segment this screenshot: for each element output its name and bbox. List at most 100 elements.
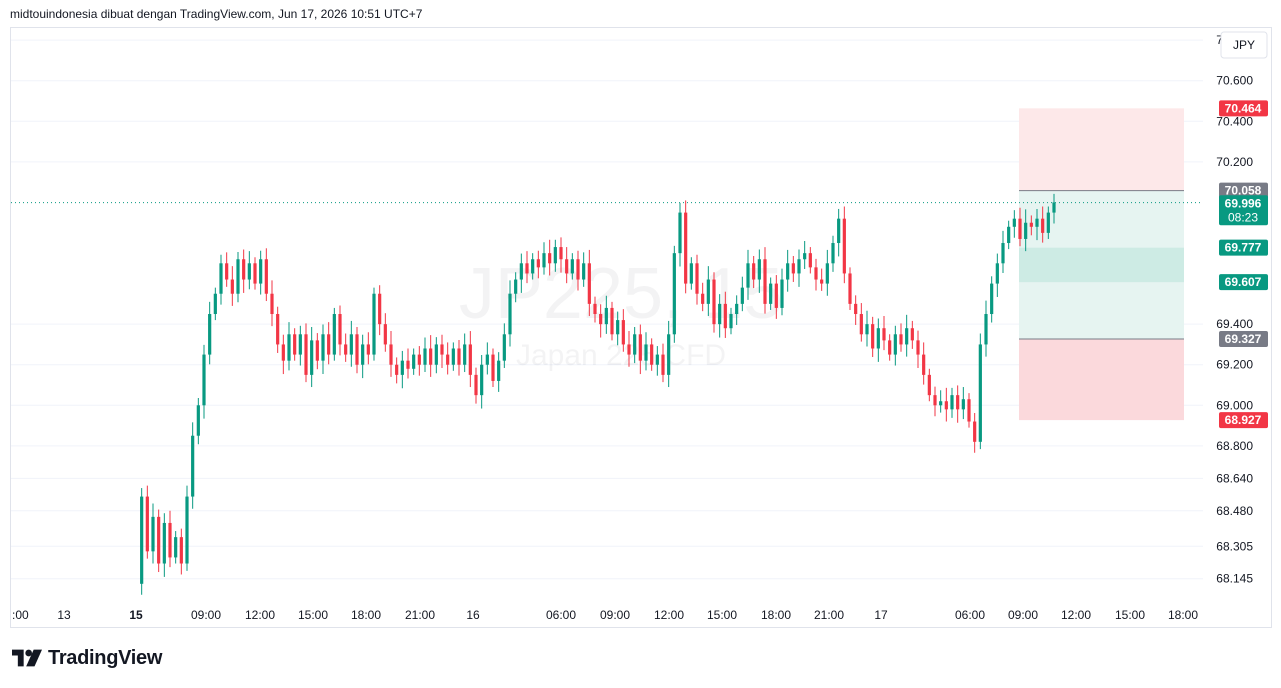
candle-body [944,401,948,410]
candle-body [264,259,268,294]
y-tick-label: 69.200 [1216,358,1253,372]
tradingview-footer: TradingView [12,647,162,669]
candle-body [655,354,659,365]
target3-price-label: 69.327 [1225,332,1262,346]
y-tick-label: 68.640 [1216,471,1253,485]
x-tick-label: 21:00 [814,608,844,622]
x-tick-label: 16 [466,608,480,622]
candle-body [684,212,688,284]
candle-body [1035,218,1039,227]
candle-body [536,259,540,268]
candle-body [990,283,994,315]
candle-body [344,344,348,355]
candle-body [451,348,455,365]
target-far-price-label: 68.927 [1225,413,1262,427]
candle-body [633,334,637,355]
candle-body [491,354,495,381]
last-price-label: 69.996 [1225,196,1262,210]
candle-body [196,405,200,436]
y-tick-label: 69.000 [1216,398,1253,412]
candle-body [905,328,909,345]
candle-body [179,537,183,564]
x-tick-label: 09:00 [600,608,630,622]
candle-body [786,263,790,280]
candle-body [446,354,450,365]
candle-body [939,401,943,406]
candle-body [769,283,773,304]
candle-body [893,334,897,355]
tradingview-logo-icon [12,649,42,667]
candle-body [191,435,195,497]
stop-price-label: 70.464 [1225,101,1262,115]
x-tick-label: 17 [874,608,888,622]
candle-body [247,263,251,280]
candle-body [922,354,926,375]
candle-body [355,334,359,365]
target1-price-label: 69.777 [1225,241,1262,255]
candle-body [610,307,614,335]
candle-body [151,516,155,552]
stop-price-tag [1219,100,1268,117]
candle-body [604,307,608,325]
candle-body [253,263,257,284]
candle-body [752,263,756,280]
candle-body [967,399,971,422]
x-tick-label: 15:00 [298,608,328,622]
y-tick-label: 69.400 [1216,317,1253,331]
candle-body [457,348,461,365]
candle-body [531,259,535,274]
x-tick-label: 12:00 [654,608,684,622]
chart-header: midtouindonesia dibuat dengan TradingVie… [10,7,423,21]
candle-body [332,314,336,355]
y-tick-label: 68.145 [1216,572,1253,586]
y-tick-label: 70.600 [1216,74,1253,88]
candle-body [440,344,444,355]
currency-box [1220,31,1268,59]
target-far-price-tag [1219,412,1268,429]
candle-body [259,259,263,284]
candle-body [157,516,161,564]
x-tick-label: 21:00 [405,608,435,622]
candle-body [502,334,506,361]
candle-body [1041,218,1045,233]
candle-body [808,253,812,268]
candle-body [395,364,399,375]
x-tick-label: 09:00 [1008,608,1038,622]
candle-body [644,344,648,361]
candle-body [582,263,586,280]
candle-body [735,303,739,315]
candle-body [298,334,302,355]
candle-body [746,263,750,288]
candle-body [162,522,166,564]
candle-body [723,303,727,329]
last-price-tag [1219,195,1268,226]
candle-body [548,253,552,264]
y-tick-label: 68.800 [1216,439,1253,453]
candle-body [627,344,631,355]
candle-body [973,421,977,442]
x-tick-label: 15:00 [707,608,737,622]
candle-body [621,320,625,345]
candle-body [463,344,467,365]
candle-body [208,314,212,355]
candle-body [701,293,705,304]
stop-zone [1019,108,1184,191]
candle-body [650,344,654,365]
candle-body [417,354,421,365]
target1-price-tag [1219,239,1268,256]
y-tick-label: 70.400 [1216,114,1253,128]
watermark-symbol: JP225, 15 [459,254,783,334]
candle-body [383,324,387,345]
candle-body [910,328,914,341]
candle-body [327,334,331,355]
candle-body [933,395,937,406]
candle-body [837,218,841,244]
entry-price-label: 70.058 [1225,184,1262,198]
candle-body [712,279,716,325]
candle-body [542,253,546,268]
x-tick-label: 12:00 [245,608,275,622]
candle-body [378,293,382,325]
y-tick-label: 70.200 [1216,155,1253,169]
